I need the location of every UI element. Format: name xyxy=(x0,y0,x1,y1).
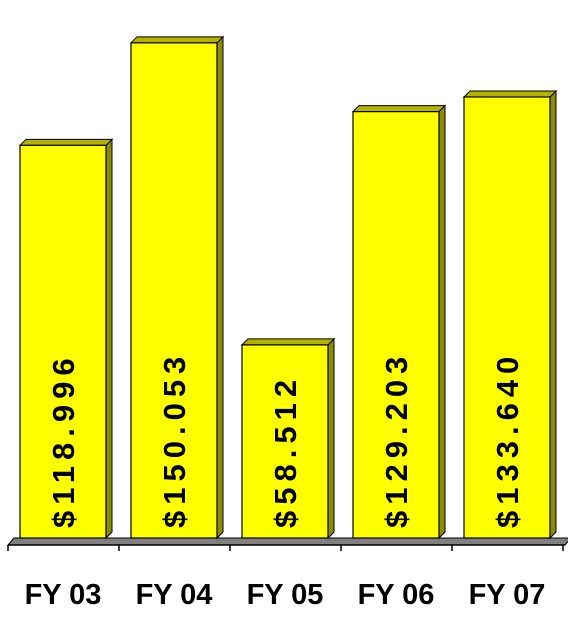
bar-front xyxy=(352,111,440,539)
bar-top xyxy=(18,138,114,146)
bar-top xyxy=(351,105,447,113)
x-tick-label: FY 03 xyxy=(25,579,102,611)
bar-fy-06 xyxy=(351,104,447,540)
bar-front xyxy=(19,144,107,539)
bar-fy-03 xyxy=(18,138,114,540)
bar-fy-05 xyxy=(240,337,336,540)
chart-floor xyxy=(6,537,568,546)
bar-top xyxy=(240,338,336,346)
data-label: $129.203 xyxy=(379,351,414,528)
x-tick-label: FY 07 xyxy=(469,579,546,611)
bar-front xyxy=(463,96,551,539)
bar-top xyxy=(462,90,558,98)
bar-side xyxy=(438,104,446,540)
data-label: $58.512 xyxy=(268,374,303,528)
bar-side xyxy=(105,138,113,540)
data-labels: $118.996 $150.053 $58.512 $129.203 $133.640 xyxy=(46,351,525,528)
bar-fy-07 xyxy=(462,89,558,540)
bar-side xyxy=(216,35,224,540)
x-axis: FY 03 FY 04 FY 05 FY 06 FY 07 xyxy=(7,544,565,611)
data-label: $118.996 xyxy=(46,352,81,528)
bars xyxy=(18,35,558,540)
bar-top xyxy=(129,36,225,44)
data-label: $150.053 xyxy=(157,351,192,528)
bar-fy-04 xyxy=(129,35,225,540)
bar-side xyxy=(549,89,557,540)
x-tick-label: FY 04 xyxy=(136,579,213,611)
floor-plane xyxy=(6,537,568,546)
data-label: $133.640 xyxy=(490,351,525,528)
x-tick-label: FY 05 xyxy=(247,579,324,611)
bar-side xyxy=(327,337,335,540)
bar-front xyxy=(241,344,329,539)
bar-front xyxy=(130,42,218,539)
x-tick-label: FY 06 xyxy=(358,579,435,611)
